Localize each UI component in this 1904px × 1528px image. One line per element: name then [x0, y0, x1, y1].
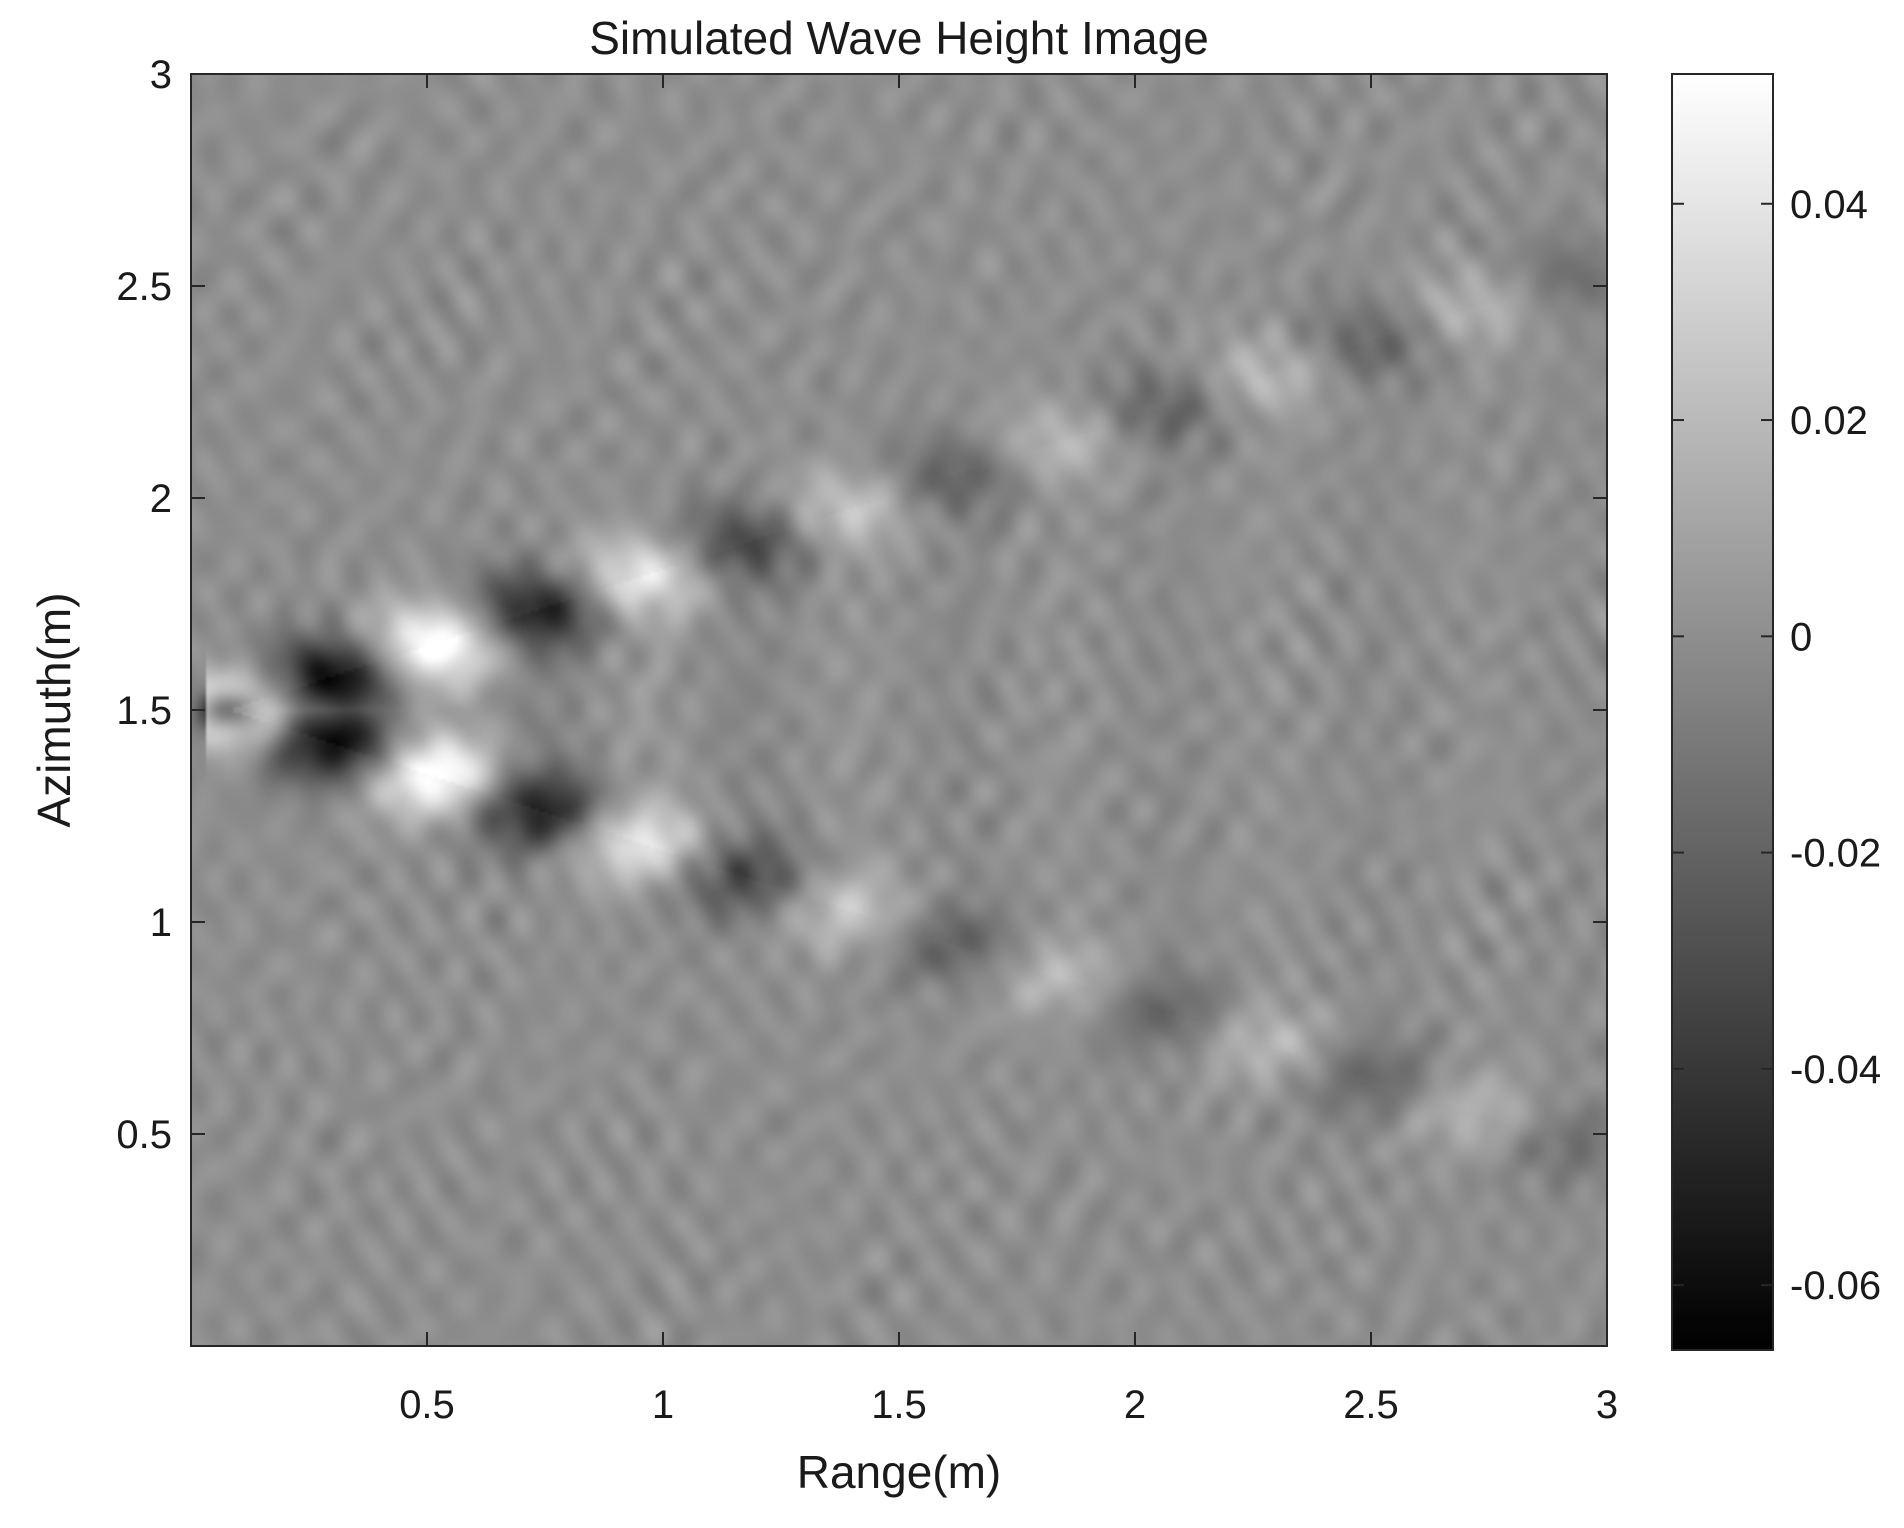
colorbar-tick-label: 0.02	[1790, 399, 1868, 443]
y-tick-label: 0.5	[116, 1113, 172, 1157]
colorbar-tick-label: -0.06	[1790, 1264, 1881, 1308]
y-tick-label: 2.5	[116, 265, 172, 309]
x-tick-label: 2.5	[1343, 1383, 1399, 1427]
colorbar-tick-label: -0.04	[1790, 1048, 1881, 1092]
colorbar-tick-label: 0.04	[1790, 183, 1868, 227]
x-axis-label: Range(m)	[797, 1446, 1002, 1498]
y-tick-label: 3	[150, 53, 172, 97]
x-axis-ticks: 0.5 1 1.5 2 2.5 3	[399, 74, 1618, 1427]
x-tick-label: 0.5	[399, 1383, 455, 1427]
y-axis-ticks: 0.5 1 1.5 2 2.5 3	[116, 53, 1607, 1157]
y-tick-label: 1.5	[116, 689, 172, 733]
heatmap-image	[191, 74, 1607, 1346]
x-tick-label: 3	[1596, 1383, 1618, 1427]
colorbar-ticks: 0.04 0.02 0 -0.02 -0.04 -0.06	[1672, 183, 1881, 1308]
plot-area: 0.5 1 1.5 2 2.5 3 0.5 1 1.5 2 2.5 3	[116, 53, 1618, 1427]
y-tick-label: 2	[150, 477, 172, 521]
x-tick-label: 1.5	[871, 1383, 927, 1427]
y-tick-label: 1	[150, 901, 172, 945]
colorbar-tick-label: -0.02	[1790, 832, 1881, 876]
x-tick-label: 1	[652, 1383, 674, 1427]
x-tick-label: 2	[1124, 1383, 1146, 1427]
colorbar: 0.04 0.02 0 -0.02 -0.04 -0.06	[1671, 73, 1881, 1351]
y-axis-label: Azimuth(m)	[28, 592, 80, 827]
chart-title: Simulated Wave Height Image	[589, 12, 1209, 64]
colorbar-frame	[1671, 73, 1774, 1351]
colorbar-tick-label: 0	[1790, 615, 1812, 659]
colorbar-gradient	[1672, 74, 1773, 1350]
